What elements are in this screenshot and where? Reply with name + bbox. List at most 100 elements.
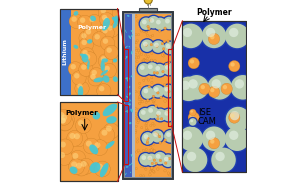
Circle shape bbox=[145, 61, 160, 76]
Circle shape bbox=[153, 171, 155, 173]
Circle shape bbox=[165, 19, 170, 23]
Circle shape bbox=[149, 165, 152, 167]
Circle shape bbox=[145, 111, 147, 113]
Circle shape bbox=[155, 162, 157, 165]
Circle shape bbox=[138, 63, 150, 76]
Circle shape bbox=[77, 84, 83, 89]
Circle shape bbox=[145, 63, 147, 65]
Text: Polymer: Polymer bbox=[77, 25, 106, 30]
Circle shape bbox=[149, 91, 151, 93]
Circle shape bbox=[70, 64, 76, 69]
Circle shape bbox=[154, 43, 159, 47]
Circle shape bbox=[163, 40, 166, 43]
Circle shape bbox=[138, 152, 153, 167]
Circle shape bbox=[149, 149, 151, 151]
Bar bbox=[168, 49, 172, 126]
Ellipse shape bbox=[125, 57, 127, 60]
Circle shape bbox=[137, 149, 139, 151]
Circle shape bbox=[138, 49, 140, 51]
Circle shape bbox=[163, 63, 175, 75]
Circle shape bbox=[152, 71, 154, 73]
Ellipse shape bbox=[114, 15, 118, 23]
Circle shape bbox=[141, 165, 143, 168]
Circle shape bbox=[229, 60, 240, 72]
Circle shape bbox=[145, 54, 147, 56]
Circle shape bbox=[152, 150, 167, 166]
Bar bbox=[124, 49, 128, 101]
Circle shape bbox=[156, 133, 159, 136]
Circle shape bbox=[137, 20, 139, 22]
Circle shape bbox=[144, 134, 148, 139]
Circle shape bbox=[149, 22, 151, 25]
Circle shape bbox=[146, 15, 161, 30]
Circle shape bbox=[189, 118, 196, 126]
Circle shape bbox=[147, 115, 149, 118]
Circle shape bbox=[142, 98, 144, 100]
Text: Polymer: Polymer bbox=[66, 110, 98, 116]
Circle shape bbox=[176, 77, 201, 101]
Ellipse shape bbox=[129, 92, 131, 95]
Circle shape bbox=[92, 70, 97, 75]
Circle shape bbox=[164, 87, 169, 92]
Circle shape bbox=[153, 99, 155, 101]
Bar bbox=[125, 14, 131, 177]
Bar bbox=[60, 102, 117, 181]
Circle shape bbox=[140, 85, 155, 100]
Circle shape bbox=[74, 160, 89, 176]
Circle shape bbox=[211, 148, 236, 172]
Ellipse shape bbox=[103, 104, 117, 116]
Circle shape bbox=[139, 94, 142, 97]
Circle shape bbox=[135, 167, 137, 170]
Ellipse shape bbox=[127, 15, 130, 17]
Circle shape bbox=[78, 158, 94, 174]
Circle shape bbox=[159, 141, 162, 144]
Circle shape bbox=[212, 79, 221, 88]
Ellipse shape bbox=[125, 173, 127, 175]
Circle shape bbox=[136, 158, 138, 160]
Circle shape bbox=[149, 19, 152, 22]
Circle shape bbox=[142, 132, 154, 145]
Bar bbox=[123, 12, 173, 179]
Circle shape bbox=[94, 142, 100, 148]
Circle shape bbox=[103, 17, 109, 22]
Circle shape bbox=[164, 100, 167, 102]
Circle shape bbox=[230, 111, 239, 120]
Circle shape bbox=[166, 44, 170, 49]
Circle shape bbox=[142, 106, 145, 108]
Circle shape bbox=[187, 152, 196, 161]
Circle shape bbox=[230, 62, 235, 67]
Circle shape bbox=[156, 72, 159, 74]
Circle shape bbox=[175, 75, 202, 102]
Circle shape bbox=[181, 146, 209, 174]
Circle shape bbox=[135, 42, 137, 44]
Circle shape bbox=[68, 62, 83, 76]
Circle shape bbox=[210, 139, 214, 144]
Circle shape bbox=[162, 40, 178, 56]
Circle shape bbox=[137, 120, 139, 122]
Circle shape bbox=[143, 60, 145, 62]
Circle shape bbox=[81, 161, 87, 167]
Circle shape bbox=[181, 81, 190, 90]
Circle shape bbox=[153, 113, 155, 115]
Circle shape bbox=[146, 142, 149, 145]
Circle shape bbox=[154, 88, 156, 90]
Circle shape bbox=[142, 175, 145, 177]
Circle shape bbox=[224, 22, 251, 50]
Circle shape bbox=[151, 137, 153, 139]
Circle shape bbox=[152, 40, 164, 53]
Circle shape bbox=[151, 117, 153, 119]
Circle shape bbox=[190, 110, 193, 113]
Ellipse shape bbox=[127, 101, 130, 102]
Circle shape bbox=[72, 71, 86, 85]
Circle shape bbox=[150, 35, 152, 37]
Circle shape bbox=[148, 64, 153, 69]
Circle shape bbox=[152, 63, 167, 78]
Circle shape bbox=[135, 47, 137, 49]
Circle shape bbox=[162, 61, 177, 77]
Circle shape bbox=[230, 114, 235, 118]
Circle shape bbox=[164, 169, 167, 172]
Ellipse shape bbox=[90, 16, 96, 21]
Circle shape bbox=[152, 166, 154, 168]
Circle shape bbox=[145, 124, 147, 126]
Circle shape bbox=[140, 30, 142, 32]
